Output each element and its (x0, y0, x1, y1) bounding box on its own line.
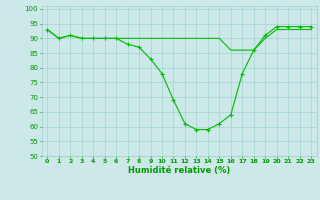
X-axis label: Humidité relative (%): Humidité relative (%) (128, 166, 230, 175)
